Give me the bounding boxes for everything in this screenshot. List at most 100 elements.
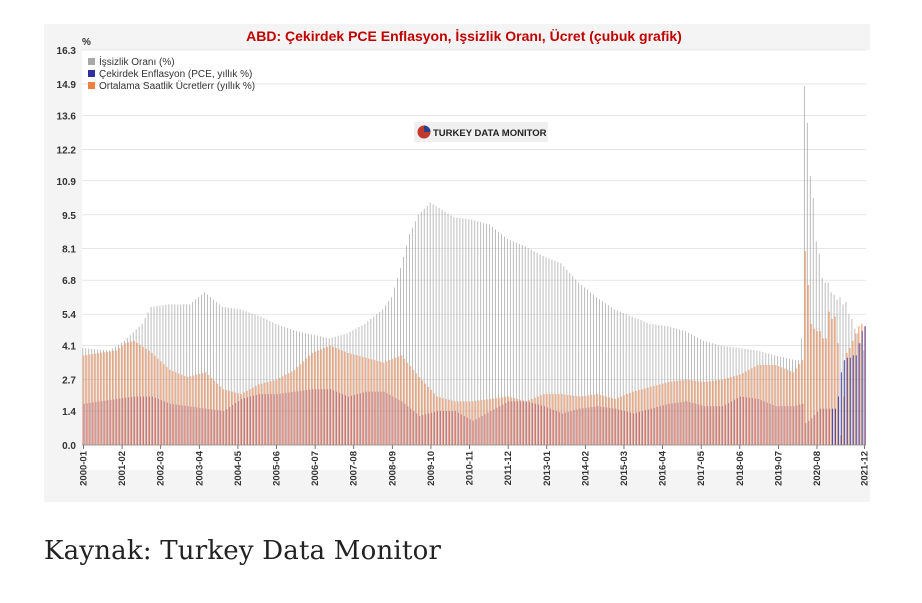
bar-unemployment [382,309,384,445]
bar-pce [457,412,459,445]
x-tick-label: 2001-02 [117,451,128,486]
bar-pce [122,398,124,445]
bar-pce [754,398,756,445]
bar-unemployment [224,307,226,445]
bar-pce [588,407,590,445]
bar-pce [829,408,831,445]
bar-unemployment [207,294,208,445]
legend-label-unemployment: İşsizlik Oranı (%) [99,55,175,68]
bar-unemployment [649,323,651,445]
bar-unemployment [251,313,253,445]
bar-pce [748,397,750,445]
bar-pce [638,411,641,445]
y-tick-label: 16.3 [57,46,77,57]
watermark-background [414,122,548,142]
bar-pce [778,406,780,445]
bar-unemployment [548,258,550,445]
bar-unemployment [331,337,333,445]
bar-pce [784,406,786,445]
bar-unemployment [123,340,125,445]
bar-unemployment [480,222,482,445]
bar-unemployment [218,304,220,445]
bar-unemployment [438,208,440,445]
bar-pce [339,392,341,445]
x-tick-label: 2009-10 [426,451,437,486]
x-tick-label: 2013-01 [542,450,553,486]
bar-pce [389,394,391,445]
bar-pce [549,408,551,445]
chart-frame: ABD: Çekirdek PCE Enflasyon, İşsizlik Or… [44,24,870,502]
bar-pce [736,398,739,445]
bar-unemployment [708,342,710,445]
y-tick-label: 8.1 [62,245,76,256]
x-tick-label: 2008-09 [387,451,398,486]
bar-wages [822,338,824,445]
bar-pce [656,407,658,445]
series-unemployment-bars [82,86,865,445]
bar-unemployment [284,326,286,445]
bar-pce [208,409,210,445]
bar-unemployment [370,318,372,445]
x-axis-ticks: 2000-01 2001-02 2002-03 2003-04 2004-05 2005-… [78,444,870,486]
bar-unemployment [189,304,191,445]
bar-pce [184,405,186,445]
bar-pce [172,404,174,445]
chart-title: ABD: Çekirdek PCE Enflasyon, İşsizlik Or… [246,28,682,44]
bar-pce [802,403,804,445]
bar-pce [288,392,290,445]
bar-pce [478,417,480,445]
bar-unemployment [694,335,695,445]
bar-unemployment [236,308,238,445]
bar-unemployment [198,297,200,445]
bar-pce [686,401,688,445]
x-tick-label: 2002-03 [156,451,167,486]
bar-pce [196,407,198,445]
bar-unemployment [741,348,743,445]
bar-wages [142,346,144,445]
bar-unemployment [786,358,788,445]
bar-unemployment [673,327,675,445]
bar-unemployment [106,350,107,445]
bar-pce [324,389,326,445]
bar-unemployment [459,218,461,445]
bar-pce [267,394,269,445]
bar-unemployment [278,324,280,445]
x-tick-label: 2019-07 [773,451,784,486]
bar-pce [600,406,602,445]
bar-pce [297,391,299,445]
bar-pce [276,394,278,445]
bar-unemployment [584,287,586,445]
bar-pce [505,402,507,445]
bar-unemployment [631,316,633,445]
bar-pce [270,394,272,445]
bar-unemployment [447,213,449,445]
y-axis-unit-label: % [82,37,91,48]
bar-unemployment [242,310,244,445]
legend-swatch-wages [88,82,95,89]
bar-pce [175,404,177,445]
bar-wages [139,344,141,445]
bar-pce [751,398,753,445]
bar-unemployment [394,287,396,445]
bar-pce [552,409,554,445]
bar-pce [537,404,540,445]
bar-pce [861,331,863,445]
bar-pce [612,408,614,445]
bar-pce [392,396,394,445]
bar-pce [511,401,513,445]
bar-wages [118,348,121,445]
bar-pce [306,390,308,445]
bar-pce [442,411,445,445]
bar-pce [128,397,130,445]
bar-wages [837,343,839,445]
bar-unemployment [851,318,853,445]
bar-unemployment [302,332,303,445]
bar-unemployment [132,332,134,445]
bar-unemployment [352,330,354,445]
y-tick-label: 2.7 [62,376,76,387]
bar-pce [766,402,768,445]
bar-pce [264,394,266,445]
bar-wages [777,366,780,445]
bar-pce [380,391,382,445]
bar-unemployment [821,277,823,445]
